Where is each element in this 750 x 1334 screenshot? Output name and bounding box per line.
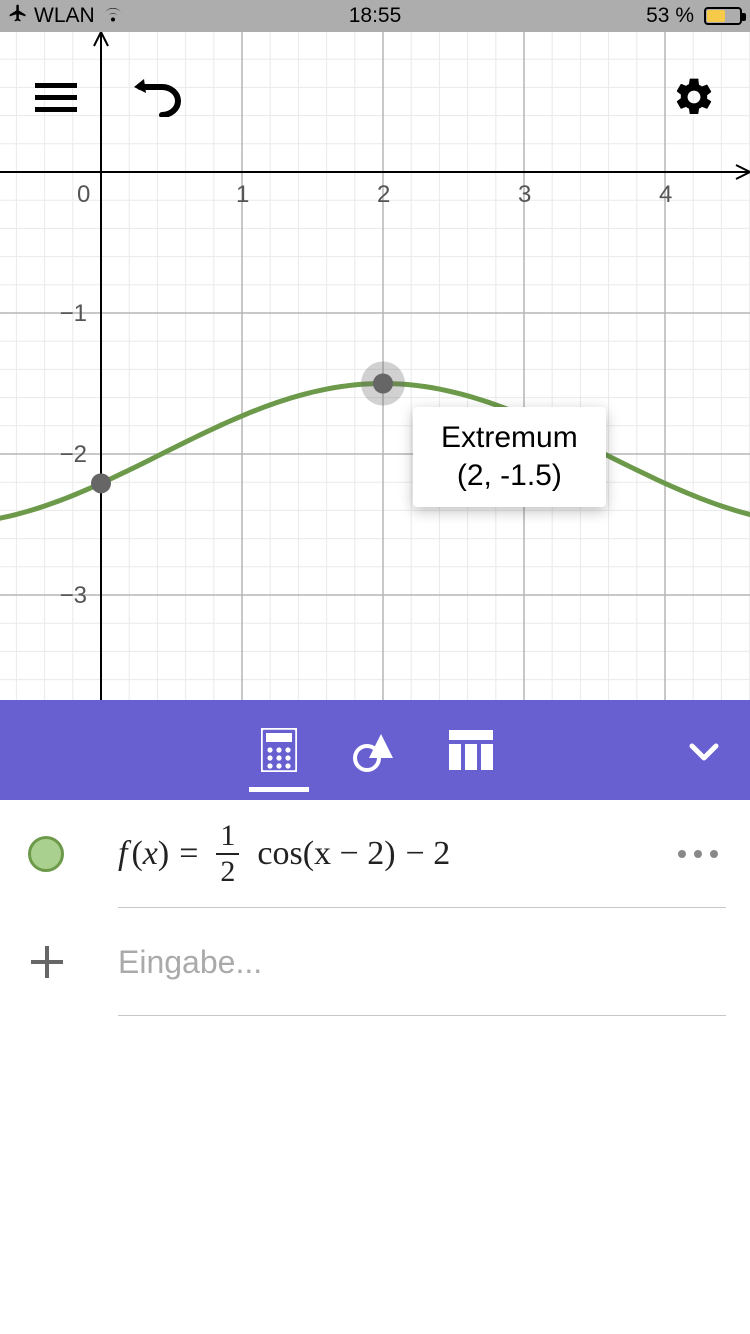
chevron-down-icon (686, 734, 722, 770)
visibility-toggle[interactable] (28, 836, 64, 872)
formula-func: cos (257, 835, 302, 873)
status-right: 53 % (646, 4, 742, 28)
settings-button[interactable] (668, 71, 720, 123)
formula-lhs-x: x (143, 835, 158, 873)
collapse-panel-button[interactable] (686, 734, 722, 775)
input-placeholder: Eingabe... (118, 944, 262, 981)
plus-icon (31, 946, 63, 978)
extremum-tooltip: Extremum (2, -1.5) (413, 407, 606, 507)
menu-button[interactable] (30, 71, 82, 123)
status-time: 18:55 (349, 4, 402, 28)
undo-icon (132, 77, 184, 117)
formula-eq: = (179, 835, 198, 873)
svg-text:2: 2 (377, 181, 390, 208)
wifi-icon (101, 4, 125, 28)
carrier-label: WLAN (34, 4, 95, 28)
svg-text:0: 0 (77, 181, 90, 208)
expression-formula: f(x) = 1 2 cos(x − 2) − 2 (118, 821, 460, 887)
formula-arg: (x − 2) (303, 835, 396, 873)
undo-button[interactable] (132, 71, 184, 123)
svg-text:−3: −3 (60, 582, 87, 609)
calculator-icon (261, 728, 297, 772)
tooltip-title: Extremum (441, 421, 578, 455)
menu-icon (35, 81, 77, 113)
formula-lhs-paren: ( (131, 835, 142, 873)
expression-more-button[interactable] (678, 850, 726, 858)
algebra-view: f(x) = 1 2 cos(x − 2) − 2 Eingabe... (0, 800, 750, 1016)
table-icon (449, 730, 493, 770)
formula-fraction: 1 2 (216, 821, 239, 887)
new-input-row[interactable]: Eingabe... (0, 908, 750, 1016)
svg-text:−2: −2 (60, 441, 87, 468)
svg-text:1: 1 (236, 181, 249, 208)
svg-text:4: 4 (659, 181, 672, 208)
formula-frac-den: 2 (216, 853, 239, 887)
graph-viewport[interactable]: 0 1 2 3 4 −1 −2 −3 (0, 32, 750, 700)
status-left: WLAN (8, 3, 125, 29)
tab-tools[interactable] (353, 728, 397, 772)
gear-icon (672, 75, 716, 119)
svg-text:−1: −1 (60, 300, 87, 327)
battery-pct-label: 53 % (646, 4, 694, 28)
svg-text:3: 3 (518, 181, 531, 208)
formula-lhs-f: f (118, 835, 127, 873)
tooltip-coords: (2, -1.5) (441, 459, 578, 493)
expression-row[interactable]: f(x) = 1 2 cos(x − 2) − 2 (0, 800, 750, 908)
formula-frac-num: 1 (216, 821, 239, 853)
view-tabbar (0, 700, 750, 800)
geometry-icon (353, 728, 397, 772)
tab-table[interactable] (449, 728, 493, 772)
status-bar: WLAN 18:55 53 % (0, 0, 750, 32)
battery-icon (704, 7, 742, 25)
formula-lhs-paren2: ) (158, 835, 169, 873)
formula-tail: − 2 (406, 835, 451, 873)
tab-algebra[interactable] (257, 728, 301, 772)
airplane-mode-icon (8, 3, 28, 29)
